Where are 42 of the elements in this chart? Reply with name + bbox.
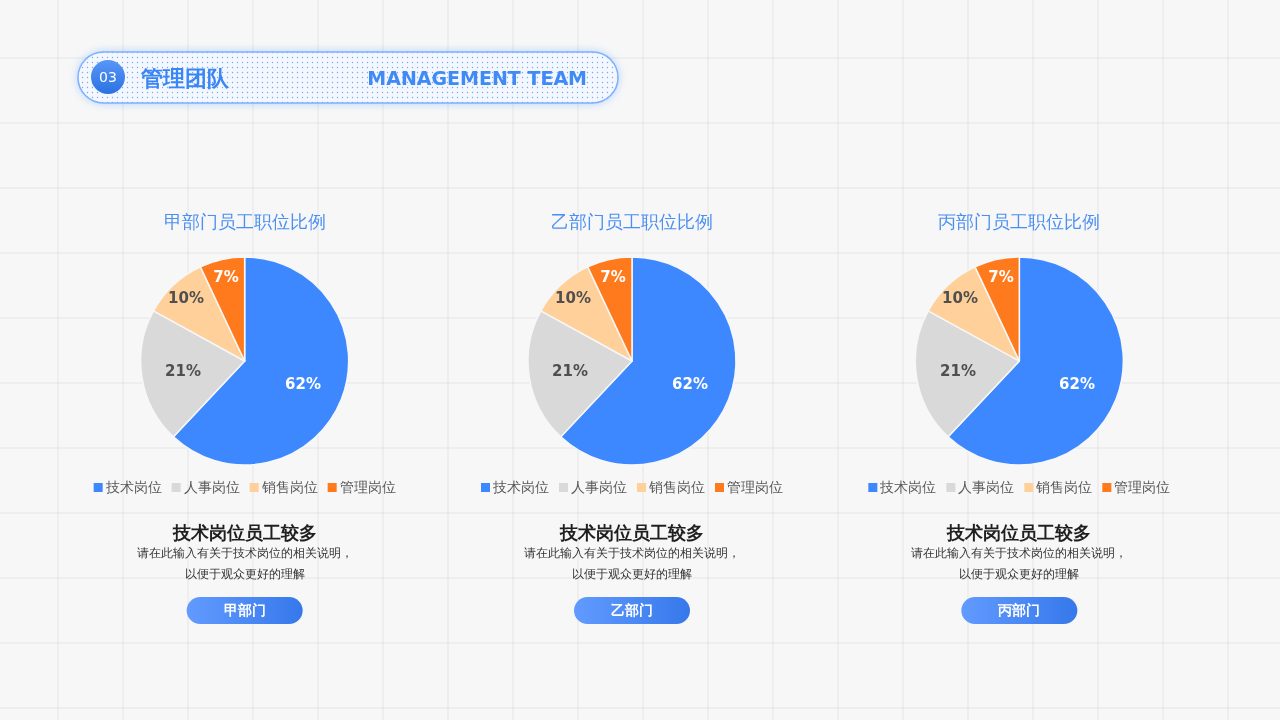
legend-label: 销售岗位	[648, 479, 705, 495]
data-label: 10%	[942, 289, 978, 307]
text: 请在此输入有关于技术岗位的相关说明，	[136, 546, 353, 560]
text: 管理团队	[140, 66, 230, 91]
text: 甲部门	[223, 602, 266, 618]
chart-title: 丙部门员工职位比例	[938, 211, 1101, 232]
legend-label: 技术岗位	[879, 479, 937, 495]
text: 技术岗位员工较多	[559, 522, 704, 543]
chart-title: 乙部门员工职位比例	[551, 211, 713, 232]
text: 以便于观众更好的理解	[572, 566, 692, 581]
data-label: 62%	[285, 375, 321, 393]
legend-label: 管理岗位	[727, 479, 783, 495]
data-label: 7%	[213, 268, 239, 286]
data-label: 7%	[600, 268, 626, 286]
text: 乙部门	[611, 602, 653, 618]
legend-label: 人事岗位	[183, 479, 240, 495]
text: 以便于观众更好的理解	[959, 566, 1080, 581]
legend-label: 人事岗位	[571, 479, 627, 495]
legend-label: 技术岗位	[492, 479, 549, 495]
legend-label: 销售岗位	[260, 479, 318, 495]
text: 请在此输入有关于技术岗位的相关说明，	[911, 546, 1128, 560]
text: 03	[99, 69, 117, 85]
data-label: 21%	[165, 362, 201, 380]
chart-title: 甲部门员工职位比例	[163, 211, 326, 232]
text: 以便于观众更好的理解	[184, 566, 305, 581]
legend-label: 管理岗位	[1114, 479, 1171, 495]
data-label: 21%	[552, 362, 588, 380]
text: 请在此输入有关于技术岗位的相关说明，	[524, 546, 740, 560]
legend-label: 管理岗位	[339, 479, 396, 495]
legend-label: 销售岗位	[1035, 479, 1093, 495]
legend-label: 技术岗位	[104, 479, 162, 495]
text: 技术岗位员工较多	[946, 522, 1092, 543]
data-label: 62%	[672, 375, 708, 393]
data-label: 10%	[555, 289, 591, 307]
data-label: 62%	[1059, 375, 1095, 393]
data-label: 7%	[988, 268, 1014, 286]
text: MANAGEMENT TEAM	[367, 67, 587, 89]
data-label: 10%	[168, 289, 204, 307]
legend-label: 人事岗位	[958, 479, 1015, 495]
text: 技术岗位员工较多	[171, 522, 317, 543]
text: 丙部门	[997, 602, 1041, 618]
data-label: 21%	[940, 362, 976, 380]
